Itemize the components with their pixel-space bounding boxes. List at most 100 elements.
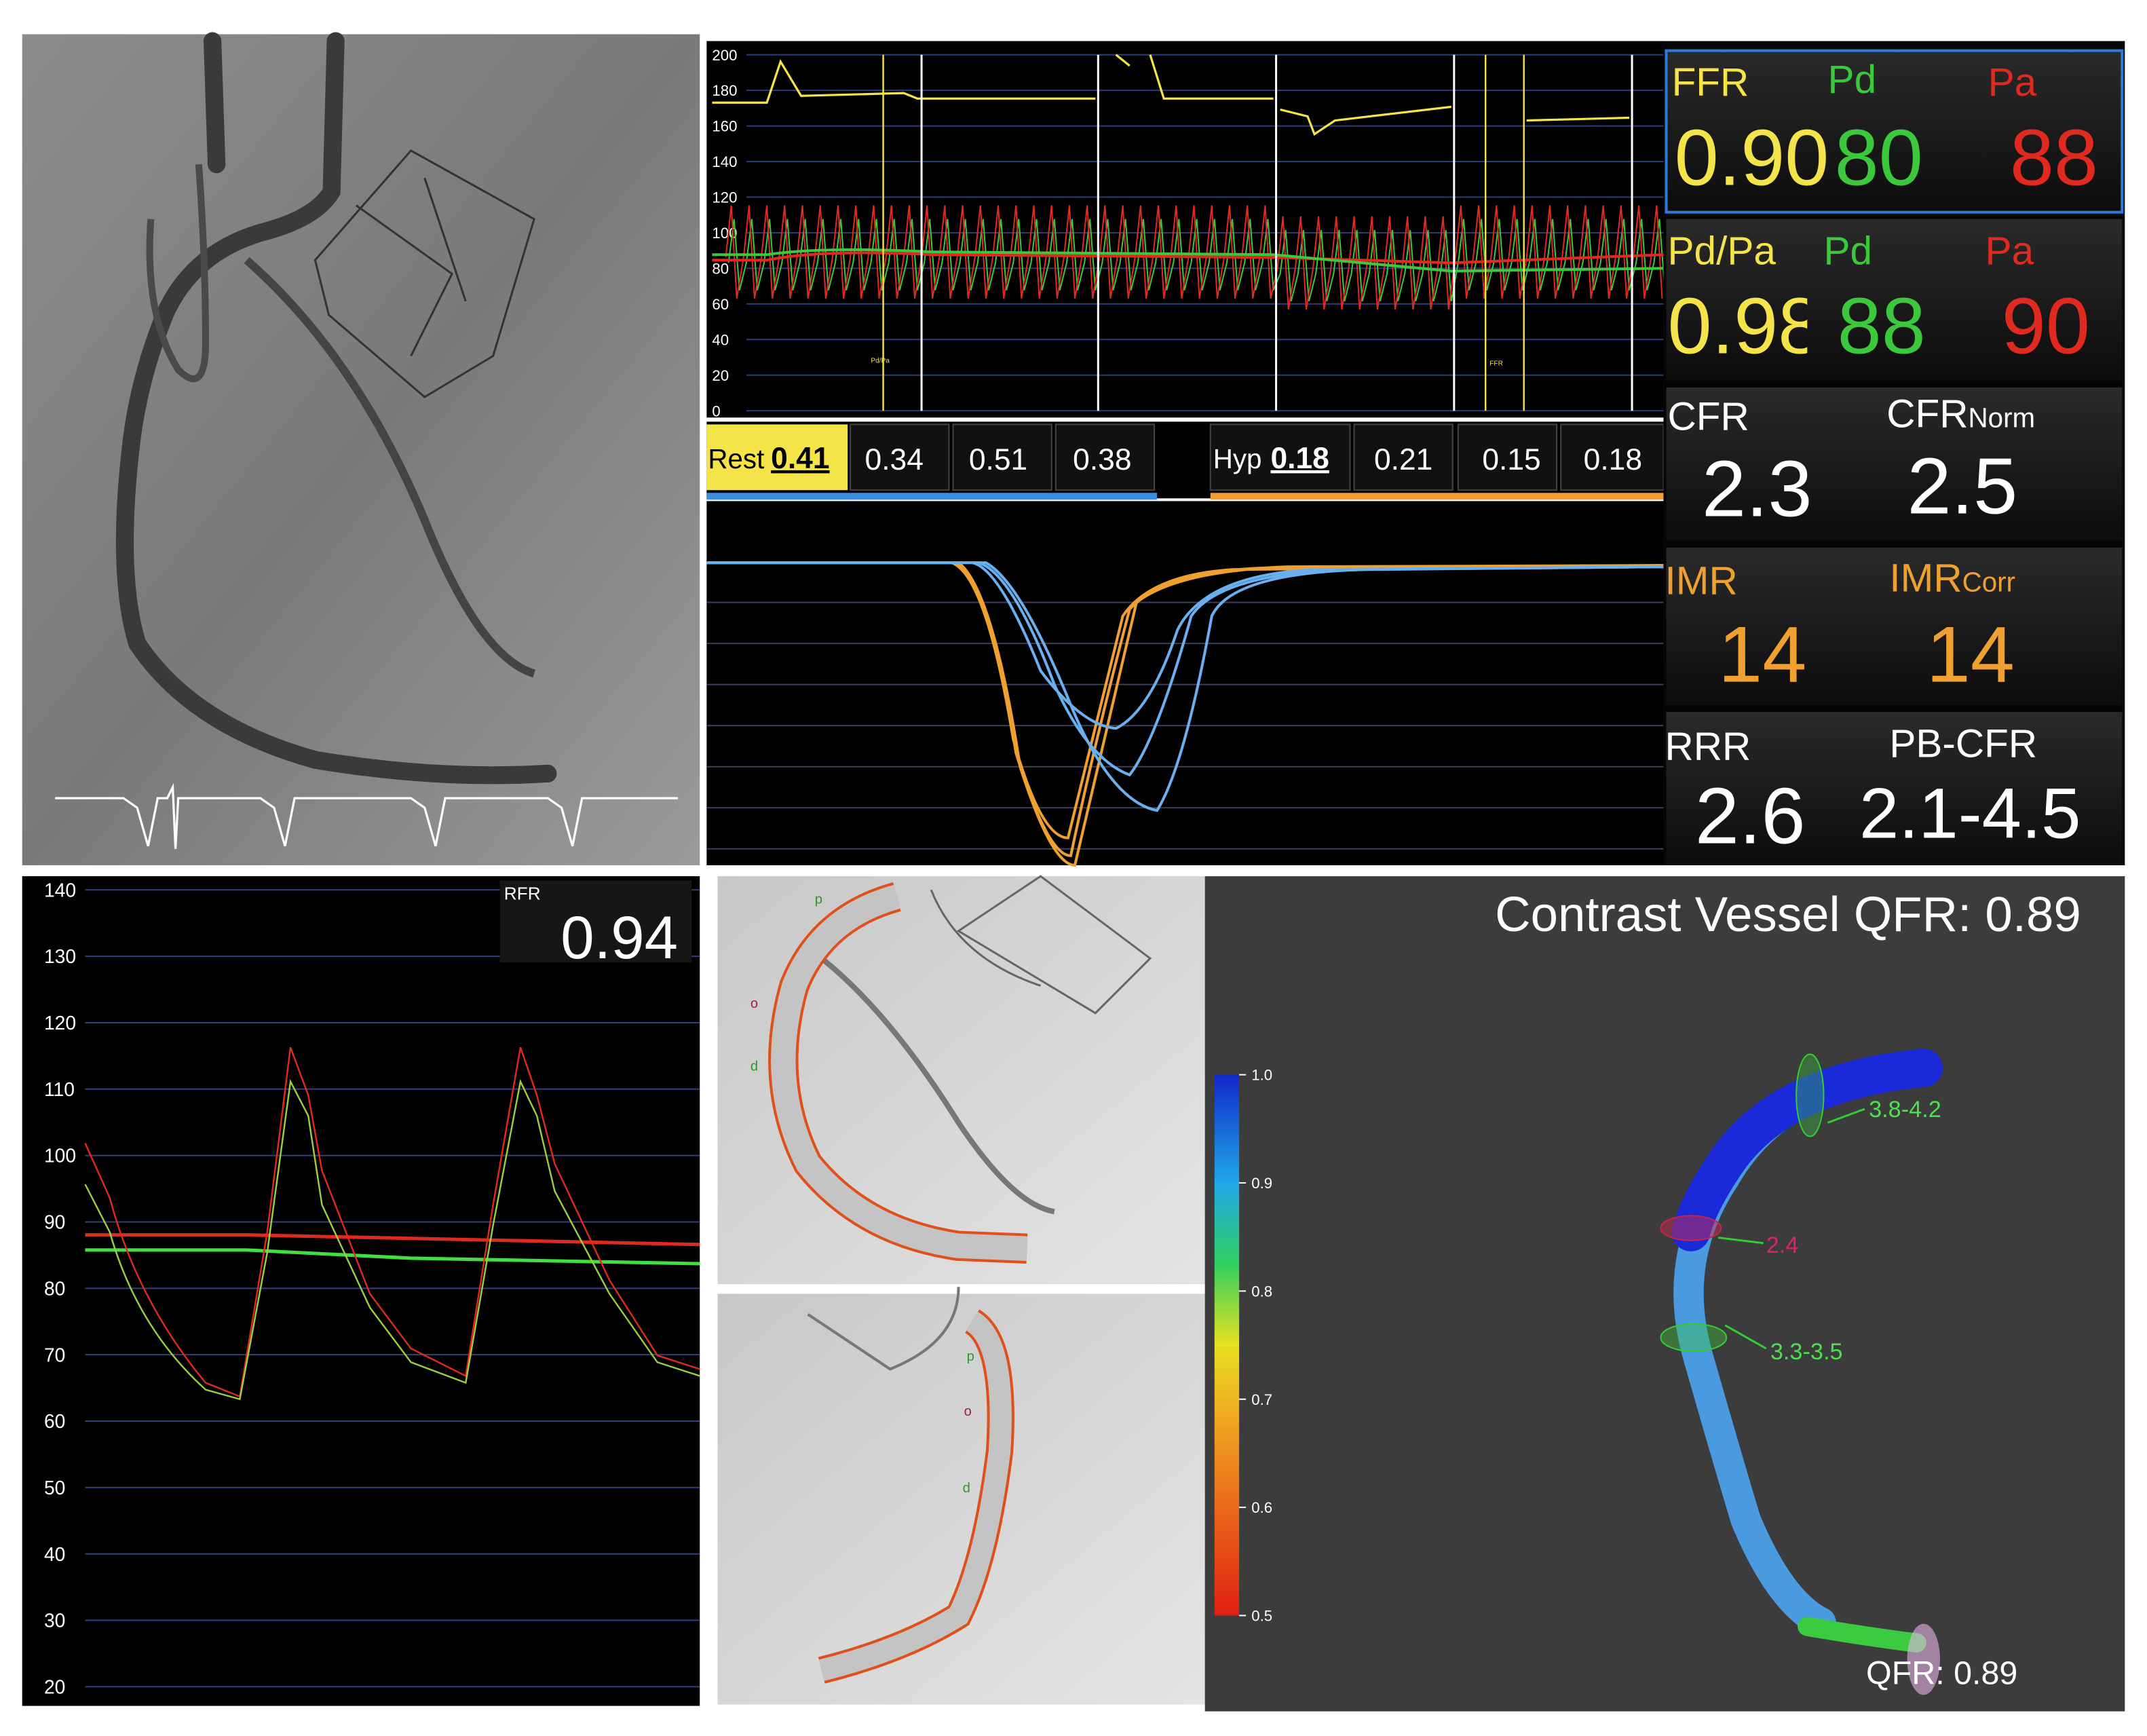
index-box <box>1054 423 1156 491</box>
vessel-label: 3.8-4.2 <box>1869 1097 1941 1122</box>
catheter <box>244 257 536 678</box>
hyp-label: Hyp <box>1213 443 1262 474</box>
label-main: IMR <box>1889 556 1962 600</box>
y-tick-label: 20 <box>712 367 729 384</box>
valve-frame <box>930 875 1152 1015</box>
readout-value: 14 <box>1926 610 2015 699</box>
y-tick-label: 180 <box>712 82 737 99</box>
label-suffix: Corr <box>1962 566 2015 597</box>
hyp-value: 0.21 <box>1374 443 1432 476</box>
hyp-value: 0.18 <box>1584 443 1642 476</box>
hyp-value: 0.15 <box>1482 443 1540 476</box>
readout-value: 88 <box>2010 113 2098 202</box>
y-tick-label: 60 <box>712 296 729 313</box>
rest-box <box>706 424 848 491</box>
rest-underline <box>706 493 1158 500</box>
vessel-lumen <box>818 1311 1012 1681</box>
readout-label: IMR <box>1665 559 1737 603</box>
pressure-background <box>706 41 1664 418</box>
mean-trace <box>712 248 1664 273</box>
readout-value: 0.98 <box>1668 281 1823 370</box>
index-box <box>1560 423 1665 491</box>
rest-value: 0.41 <box>771 442 829 475</box>
marker-label: Pd/Pa <box>871 358 890 365</box>
readout-box <box>1666 219 2123 381</box>
index-box <box>850 423 950 491</box>
pa-mean <box>85 1233 700 1247</box>
colorbar-label: 0.7 <box>1251 1391 1272 1408</box>
vessel-label: 3.3-3.5 <box>1770 1339 1843 1365</box>
segment-marker: p <box>815 892 822 907</box>
vessel-lumen <box>771 884 1028 1261</box>
index-box <box>1209 423 1351 491</box>
marker-label: FFR <box>1489 360 1503 368</box>
readout-value: 2.1-4.5 <box>1859 774 2081 854</box>
qfr-title: Contrast Vessel QFR: 0.89 <box>1495 887 2081 942</box>
ring <box>1907 1623 1940 1695</box>
pd-mean <box>85 1248 700 1266</box>
rest-curves <box>706 561 1664 812</box>
catheter <box>820 956 1055 1215</box>
segment-marker: p <box>967 1349 974 1364</box>
y-tick-label: 130 <box>44 945 76 967</box>
catheter <box>146 164 210 383</box>
colorbar-label: 0.8 <box>1251 1283 1272 1300</box>
segment-marker: d <box>963 1481 970 1496</box>
readout-box <box>1665 49 2124 214</box>
readout-value: 80 <box>1835 113 1923 202</box>
colorbar-label: 0.5 <box>1251 1608 1272 1625</box>
y-tick-label: 140 <box>712 153 737 170</box>
qfr-result: QFR: 0.89 <box>1866 1655 2017 1691</box>
label-main: CFR <box>1886 392 1968 436</box>
y-tick-label: 120 <box>712 189 737 206</box>
index-bar: Rest 0.41 0.34 0.51 0.38 Hyp 0.18 0.21 0… <box>706 421 1665 500</box>
rfr-value: 0.94 <box>560 904 678 971</box>
readout-label: RRR <box>1665 725 1751 769</box>
colorbar <box>1214 1074 1240 1616</box>
vessel <box>115 32 557 785</box>
readout-value: 88 <box>1838 281 1926 370</box>
y-tick-label: 60 <box>44 1410 65 1432</box>
readout-value: 14 <box>1718 610 1806 699</box>
readout-value: 2.5 <box>1907 442 2018 531</box>
y-tick-label: 80 <box>712 260 729 277</box>
readout-label: PB-CFR <box>1889 722 2037 766</box>
colorbar-label: 0.6 <box>1251 1499 1272 1516</box>
y-tick-label: 140 <box>44 879 76 901</box>
angio-background <box>717 1294 1205 1705</box>
rfr-background <box>22 876 700 1706</box>
readout-label: Pa <box>1988 60 2037 105</box>
y-tick-label: 40 <box>44 1543 65 1565</box>
rest-value: 0.51 <box>969 443 1027 476</box>
qfr-panel: Contrast Vessel QFR: 0.89 3.8-4.2 2.4 3.… <box>1204 876 2125 1712</box>
readout-box <box>1666 547 2123 705</box>
pa-wave <box>84 1046 700 1398</box>
readout-value: 2.3 <box>1702 445 1812 533</box>
readout-value: 90 <box>2002 281 2090 370</box>
readout-label: FFR <box>1672 60 1749 105</box>
readout-box <box>1666 387 2123 541</box>
vessel-label: 2.4 <box>1766 1232 1799 1258</box>
ring <box>1796 1053 1825 1137</box>
readout-label: Pd <box>1828 58 1877 102</box>
ring <box>1660 1323 1728 1353</box>
label-suffix: Norm <box>1969 402 2036 433</box>
aortic-trace <box>712 54 1630 136</box>
readout-value: 0.90 <box>1675 113 1829 202</box>
readout-label: Pd <box>1824 229 1873 273</box>
qfr-background <box>1204 876 2125 1712</box>
colorbar-label: 0.9 <box>1251 1175 1272 1192</box>
readout-label: Pa <box>1986 229 2034 273</box>
vessel-3d <box>1671 1049 1943 1251</box>
rest-label: Rest <box>708 443 764 474</box>
vessel-3d <box>1798 1617 1926 1653</box>
thermodilution-chart <box>706 501 1664 867</box>
y-tick-label: 50 <box>44 1477 65 1498</box>
y-tick-label: 110 <box>44 1078 75 1100</box>
colorbar-label: 1.0 <box>1251 1067 1272 1084</box>
hyp-underline <box>1210 493 1664 500</box>
segment-marker: d <box>750 1059 758 1074</box>
